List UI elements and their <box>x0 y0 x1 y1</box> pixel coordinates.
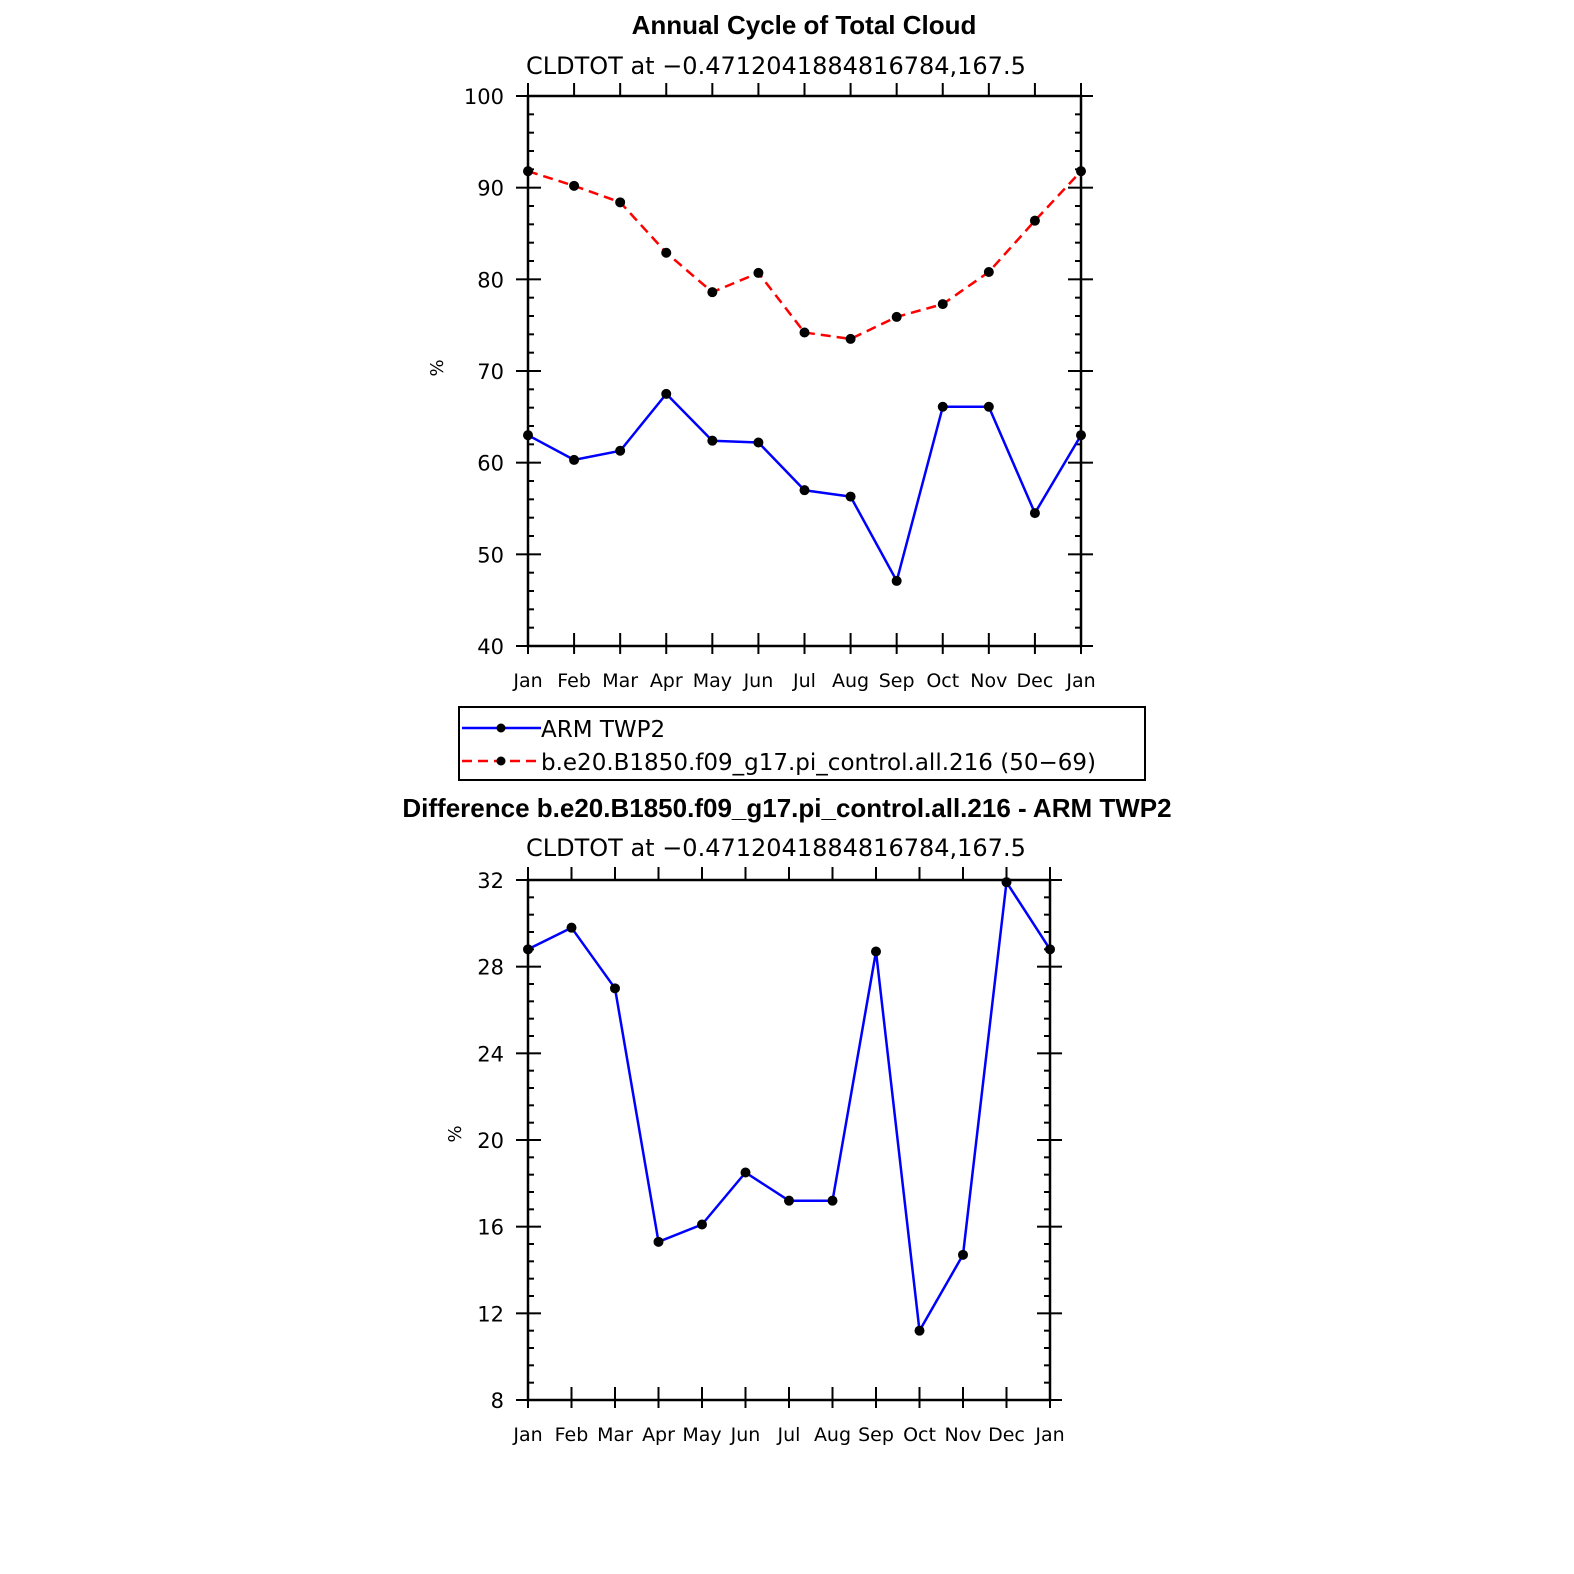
chart1-series-1-point <box>1076 166 1086 177</box>
chart1-xtick-label: May <box>693 670 732 692</box>
chart1-series-1-point <box>615 197 626 208</box>
chart1-xtick-label: Dec <box>1017 670 1054 692</box>
chart1-xtick-label: Oct <box>926 670 959 692</box>
chart1-title: Annual Cycle of Total Cloud <box>632 10 977 40</box>
chart1-ytick-label: 40 <box>477 635 504 659</box>
chart1-series-0-point <box>615 445 626 456</box>
chart2-xtick-label: Dec <box>988 1424 1025 1446</box>
chart2-series-0-point <box>610 983 620 994</box>
chart1-ytick-label: 50 <box>477 543 504 567</box>
chart2-ytick-label: 28 <box>477 956 504 980</box>
chart2-series-0-point <box>914 1325 925 1336</box>
chart2-ytick-label: 24 <box>477 1042 504 1066</box>
chart1-series-1-point <box>707 287 718 298</box>
chart1-subtitle: CLDTOT at −0.4712041884816784,167.5 <box>526 52 1026 80</box>
chart2-series-0-point <box>1001 877 1012 888</box>
legend: ARM TWP2 b.e20.B1850.f09_g17.pi_control.… <box>458 706 1146 781</box>
chart2-xtick-label: Jun <box>730 1424 761 1446</box>
chart1-series-0-point <box>937 401 948 412</box>
chart1-series-line-1 <box>527 170 1082 341</box>
chart1-series-1-point <box>523 166 533 177</box>
chart1-frame <box>526 94 1083 648</box>
chart1-xtick-label: Sep <box>879 670 915 692</box>
chart1-ytick-label: 80 <box>477 268 504 292</box>
chart1-series-0-point <box>753 437 764 448</box>
chart1-series-0-point <box>661 388 672 399</box>
chart2-ytick-label: 8 <box>491 1389 504 1413</box>
chart2-xtick-label: Jan <box>512 1424 542 1446</box>
chart2-series-0-point <box>523 944 533 955</box>
chart1-series-1-point <box>1029 215 1040 226</box>
chart2-series-0-point <box>784 1195 794 1206</box>
chart1-series-0-point <box>891 575 902 586</box>
chart1-series-1-point <box>569 180 580 191</box>
chart1-series-0-point <box>707 435 718 446</box>
chart1-series-0-point <box>523 430 533 441</box>
chart2-xtick-label: May <box>682 1424 721 1446</box>
legend-frame <box>458 706 1146 781</box>
chart1-ytick-label: 90 <box>477 177 504 201</box>
legend-swatch-model-marker <box>496 756 506 766</box>
chart2-series-0-point <box>871 946 881 957</box>
chart1-series-0-point <box>1076 430 1086 441</box>
chart1-ytick-label: 70 <box>477 360 504 384</box>
chart2-xtick-label: Jan <box>1034 1424 1064 1446</box>
chart1-series-1-point <box>891 311 902 322</box>
legend-swatch-arm-marker <box>496 723 506 733</box>
chart2-frame <box>526 878 1052 1402</box>
chart2-xtick-label: Jul <box>777 1424 801 1446</box>
chart2-xtick-label: Sep <box>858 1424 894 1446</box>
chart1-series-0-point <box>569 454 580 465</box>
chart1-xtick-label: Aug <box>832 670 869 692</box>
chart2-xtick-label: Nov <box>944 1424 981 1446</box>
chart1-xtick-label: Nov <box>970 670 1007 692</box>
chart2-xtick-label: Aug <box>814 1424 851 1446</box>
chart2-y-axis-label: % <box>445 1125 466 1142</box>
chart1-series-0-point <box>983 401 994 412</box>
chart2-plot-area: 8 12 16 20 24 28 32 Jan Feb Mar Apr May Jun Jul Aug Sep… <box>477 867 1065 1446</box>
chart2-subtitle: CLDTOT at −0.4712041884816784,167.5 <box>526 834 1026 862</box>
chart1-series-1-point <box>845 333 856 344</box>
chart1-series-1-point <box>799 327 810 338</box>
chart2-ytick-label: 16 <box>477 1216 504 1240</box>
chart1-ytick-label: 60 <box>477 452 504 476</box>
chart2-xtick-label: Mar <box>597 1424 633 1446</box>
chart2-series-0-point <box>697 1219 707 1230</box>
chart1-series-1-point <box>753 267 764 278</box>
chart2-series-0-point <box>1045 944 1055 955</box>
chart1-ytick-label: 100 <box>464 85 504 109</box>
chart2-series-0-point <box>827 1195 838 1206</box>
chart1-xtick-label: Jul <box>792 670 816 692</box>
legend-label-arm: ARM TWP2 <box>541 717 665 743</box>
chart1-xtick-label: Jan <box>512 670 542 692</box>
chart2-series-0-point <box>740 1167 751 1178</box>
chart2-series-0-point <box>653 1236 664 1247</box>
chart1-xtick-label: Feb <box>557 670 591 692</box>
chart2-series-line-0 <box>527 880 1052 1332</box>
chart1-plot-area: 40 50 60 70 80 90 100 Jan Feb Mar Apr May Jun Jul Aug S… <box>464 83 1096 692</box>
chart2-title: Difference b.e20.B1850.f09_g17.pi_contro… <box>402 793 1171 823</box>
chart1-xtick-label: Jan <box>1065 670 1095 692</box>
chart1-xtick-label: Apr <box>650 670 683 692</box>
chart1-xtick-label: Mar <box>602 670 638 692</box>
chart2-series-0-point <box>958 1249 968 1260</box>
chart2-xtick-label: Apr <box>642 1424 675 1446</box>
chart2-xtick-label: Oct <box>903 1424 936 1446</box>
chart2-xtick-label: Feb <box>555 1424 589 1446</box>
legend-label-model: b.e20.B1850.f09_g17.pi_control.all.216 (… <box>541 750 1096 776</box>
chart1-series-0-point <box>1029 508 1040 519</box>
chart2-ytick-label: 32 <box>477 869 504 893</box>
chart1-y-axis-label: % <box>427 359 448 376</box>
chart2-ytick-label: 12 <box>477 1302 504 1326</box>
chart1-xtick-label: Jun <box>743 670 774 692</box>
chart1-series-1-point <box>661 247 672 258</box>
chart1-series-0-point <box>799 485 810 496</box>
chart2-series-0-point <box>566 922 577 933</box>
chart1-series-1-point <box>937 299 948 310</box>
chart2-ytick-label: 20 <box>477 1129 504 1153</box>
chart1-series-0-point <box>845 491 856 502</box>
chart1-series-1-point <box>983 267 994 277</box>
